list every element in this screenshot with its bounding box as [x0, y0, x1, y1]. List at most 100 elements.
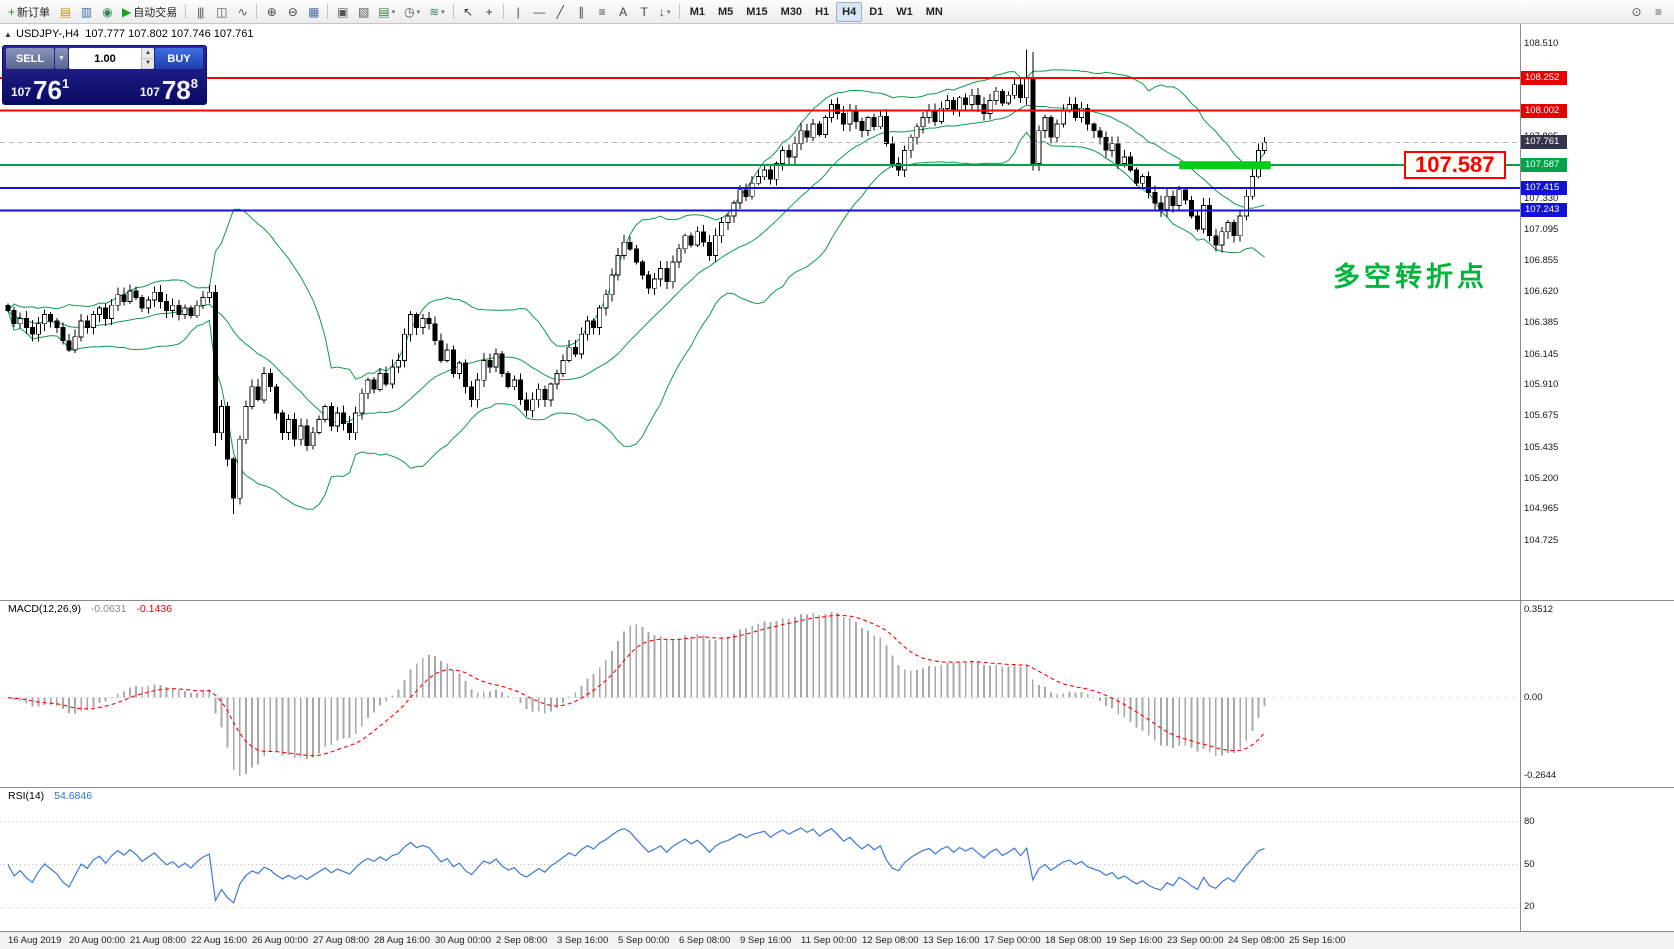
candle-body [566, 346, 572, 361]
dropdown-arrow-icon: ▾ [416, 8, 421, 16]
new-order-button[interactable]: + 新订单 [4, 2, 54, 22]
candle-body [1140, 176, 1146, 184]
candle-body [1024, 77, 1030, 99]
candle-body [951, 100, 957, 112]
arrows-button[interactable]: ↓ ▾ [655, 2, 675, 22]
candle-body [97, 307, 103, 315]
toolbar-right-group: ⊙ ≡ [1626, 2, 1668, 22]
price-axis-label: 107.095 [1524, 223, 1559, 235]
candle-body [139, 296, 145, 309]
candle-body [1195, 215, 1201, 230]
volume-up-icon[interactable]: ▲ [142, 48, 154, 59]
support-zone-highlight[interactable] [1179, 161, 1271, 170]
indicators-button[interactable]: ≋ ▾ [425, 2, 449, 22]
buy-button[interactable]: BUY [155, 48, 203, 69]
candle-body [835, 104, 841, 115]
zoom-in-button[interactable]: ⊕ [261, 2, 281, 22]
tf-button-h1[interactable]: H1 [809, 2, 835, 22]
navigator-button[interactable]: ◉ [97, 2, 117, 22]
trendline-button[interactable]: ╱ [550, 2, 570, 22]
candle-body [1262, 142, 1268, 151]
candle-body [1182, 189, 1188, 201]
time-axis[interactable]: 16 Aug 2019 20 Aug 00:00 21 Aug 08:00 22 Au… [0, 931, 1674, 949]
volume-spinner[interactable]: ▲ ▼ [141, 48, 154, 69]
tf-button-h4[interactable]: H4 [836, 1, 863, 22]
bid-int: 107 [11, 85, 32, 99]
zoom-out-button[interactable]: ⊖ [282, 2, 302, 22]
tf-button-m15[interactable]: M15 [740, 2, 773, 22]
time-axis-label: 9 Sep 16:00 [740, 935, 792, 946]
candle-body [340, 412, 346, 424]
time-axis-label: 17 Sep 00:00 [984, 935, 1041, 946]
candle-body [713, 235, 719, 256]
bid-price: 107 76 1 [11, 76, 69, 103]
cursor-button[interactable]: ↖ [458, 2, 478, 22]
candle-body [286, 419, 292, 434]
volume-input[interactable] [69, 48, 141, 69]
vertical-line-button[interactable]: | [508, 2, 528, 22]
horizontal-line-button[interactable]: ― [529, 2, 549, 22]
candle-body [615, 254, 621, 276]
chart-note-annotation[interactable]: 多空转折点 [1333, 262, 1488, 292]
fibonacci-button[interactable]: ≡ [592, 2, 612, 22]
crosshair-icon: + [485, 4, 493, 19]
candle-body [597, 307, 603, 328]
candle-body [109, 304, 115, 319]
fibonacci-icon: ≡ [598, 4, 606, 19]
crosshair-button[interactable]: + [479, 2, 499, 22]
label-button[interactable]: T [634, 2, 654, 22]
time-axis-label: 26 Aug 00:00 [252, 935, 308, 946]
candle-body [1060, 110, 1066, 125]
tf-button-m1[interactable]: M1 [684, 2, 711, 22]
search-button[interactable]: ⊙ [1626, 2, 1646, 22]
candle-body [1213, 235, 1219, 246]
market-watch-button[interactable]: ▥ [76, 2, 96, 22]
volume-down-icon[interactable]: ▼ [142, 58, 154, 69]
market-watch-icon: ▥ [80, 4, 92, 19]
sell-dropdown-icon[interactable]: ▼ [55, 48, 68, 69]
options-button[interactable]: ≡ [1648, 2, 1668, 22]
arrange-windows-button[interactable]: ▣ [332, 2, 352, 22]
candle-body [792, 143, 798, 158]
tf-button-m5[interactable]: M5 [712, 2, 739, 22]
candle-body [1152, 191, 1158, 204]
candle-body [548, 383, 554, 401]
text-button[interactable]: A [613, 2, 633, 22]
candlestick-chart-button[interactable]: ◫ [211, 2, 231, 22]
line-chart-button[interactable]: ∿ [232, 2, 252, 22]
rsi-label-row: RSI(14) 54.6846 [8, 790, 92, 802]
candle-body [1170, 195, 1176, 206]
sell-button[interactable]: SELL [6, 48, 54, 69]
candle-body [481, 360, 487, 381]
chart-profiles-icon: ▤ [59, 4, 71, 19]
periods-button[interactable]: ◷ ▾ [400, 2, 424, 22]
time-axis-label: 11 Sep 00:00 [801, 935, 857, 946]
new-order-button-label: 新订单 [17, 6, 51, 19]
cursor-icon: ↖ [463, 4, 473, 19]
tf-button-mn[interactable]: MN [920, 2, 949, 22]
cascade-windows-button[interactable]: ▧ [353, 2, 373, 22]
candle-body [389, 366, 395, 385]
tf-button-d1[interactable]: D1 [863, 2, 889, 22]
channel-button[interactable]: ∥ [571, 2, 591, 22]
one-click-collapse-toggle[interactable]: ▲ [4, 30, 12, 39]
candle-body [432, 323, 438, 342]
candle-body [182, 307, 188, 315]
toolbar-separator [502, 4, 504, 19]
tf-button-w1[interactable]: W1 [890, 2, 919, 22]
new-chart-button[interactable]: ▤ ▾ [374, 2, 399, 22]
tile-windows-button[interactable]: ▦ [303, 2, 323, 22]
chart-profiles-button[interactable]: ▤ [55, 2, 75, 22]
bar-chart-button[interactable]: ||| [190, 2, 210, 22]
candle-body [145, 299, 151, 309]
chart-canvas[interactable] [0, 24, 1674, 949]
candle-body [267, 373, 273, 388]
price-level-annotation[interactable]: 107.587 [1404, 151, 1506, 180]
toolbar-separator [185, 4, 187, 19]
candle-body [505, 373, 511, 388]
candle-body [810, 123, 816, 138]
autotrading-button[interactable]: ▶ 自动交易 [118, 2, 181, 22]
tf-button-m30[interactable]: M30 [775, 2, 808, 22]
price-axis-label: 105.910 [1524, 379, 1559, 391]
tf-button-w1-label: W1 [896, 5, 913, 18]
